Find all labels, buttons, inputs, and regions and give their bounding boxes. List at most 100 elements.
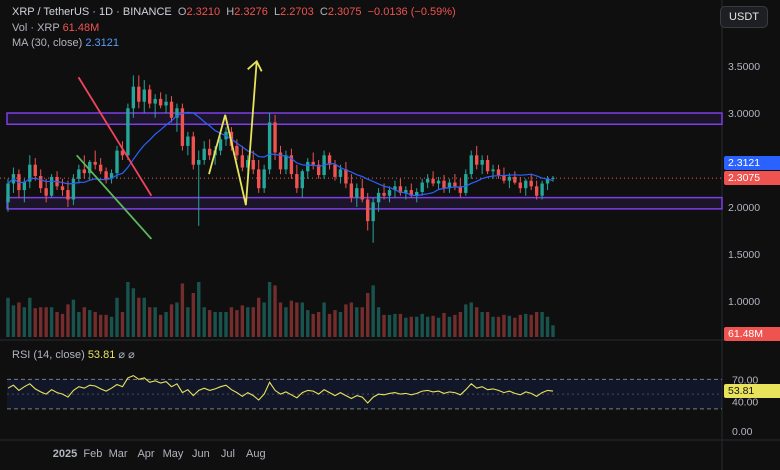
candle-body: [153, 98, 157, 104]
candle-body: [218, 139, 223, 151]
volume-bar: [387, 314, 392, 337]
volume-bar: [524, 313, 528, 337]
volume-bar: [464, 304, 468, 337]
volume-bar: [39, 307, 43, 337]
rsi-legend[interactable]: RSI (14, close) 53.81 ⌀ ⌀: [12, 349, 135, 361]
time-tick-label: Aug: [246, 448, 266, 460]
time-tick-label: May: [163, 448, 184, 460]
volume-bar: [371, 285, 375, 337]
high-value: 2.3276: [234, 6, 268, 18]
candle-body: [289, 155, 294, 175]
price-tick-label: 3.0000: [728, 108, 760, 120]
volume-bar: [507, 315, 512, 337]
price-tick-label: 1.0000: [728, 296, 760, 308]
volume-bar: [6, 297, 10, 337]
candle-body: [507, 176, 512, 181]
volume-bar: [28, 297, 32, 337]
rsi-tick-label: 0.00: [732, 426, 753, 438]
candle-body: [316, 164, 321, 176]
volume-bar: [425, 316, 430, 337]
candle-body: [131, 86, 136, 109]
volume-bar: [180, 283, 185, 337]
candle-body: [66, 190, 70, 200]
volume-bar: [475, 307, 479, 337]
volume-bar: [491, 316, 495, 337]
candle-body: [311, 161, 315, 165]
candle-body: [175, 108, 179, 118]
volume-legend[interactable]: Vol · XRP 61.48M: [12, 22, 100, 34]
close-price-tag: 2.3075: [724, 171, 780, 185]
candle-body: [49, 176, 54, 196]
candle-body: [235, 145, 239, 156]
candle-body: [98, 164, 103, 172]
time-tick-label: Apr: [137, 448, 154, 460]
volume-bar: [257, 297, 261, 337]
candle-body: [344, 169, 348, 184]
symbol-label[interactable]: XRP / TetherUS · 1D · BINANCE: [12, 6, 172, 18]
volume-bar: [229, 307, 234, 337]
candle-body: [529, 180, 533, 187]
candle-body: [158, 98, 163, 106]
volume-bar: [453, 314, 457, 337]
volume-bar: [126, 282, 130, 337]
volume-bar: [93, 312, 97, 337]
volume-bar: [311, 313, 315, 337]
candle-body: [120, 150, 125, 156]
volume-bar: [420, 313, 424, 337]
candle-body: [164, 101, 168, 106]
volume-bar: [284, 307, 288, 337]
volume-bar: [131, 288, 136, 337]
candle-body: [425, 178, 430, 183]
volume-bar: [109, 316, 114, 337]
candle-body: [485, 160, 490, 172]
volume-bar: [98, 314, 103, 337]
volume-bar: [213, 312, 217, 337]
candle-body: [447, 182, 452, 189]
volume-bar: [480, 312, 484, 337]
candle-body: [142, 89, 146, 102]
ma-legend[interactable]: MA (30, close) 2.3121: [12, 37, 120, 49]
candle-body: [284, 155, 288, 170]
volume-bar: [496, 316, 501, 337]
rsi-settings-icon[interactable]: ⌀ ⌀: [118, 349, 135, 361]
candle-body: [300, 171, 304, 189]
candle-body: [28, 164, 32, 182]
candle-body: [338, 169, 343, 177]
low-value: 2.2703: [280, 6, 314, 18]
candle-body: [480, 160, 484, 165]
volume-bar: [322, 302, 326, 337]
candle-body: [180, 108, 185, 146]
volume-bar: [360, 307, 364, 337]
change-value: −0.0136 (−0.59%): [367, 6, 456, 18]
volume-bar: [66, 304, 70, 337]
candle-body: [551, 177, 555, 179]
candle-body: [534, 186, 539, 196]
volume-bar: [49, 307, 54, 337]
candle-body: [186, 136, 190, 146]
volume-bar: [344, 304, 348, 337]
candle-body: [458, 186, 463, 193]
volume-bar: [164, 312, 168, 337]
volume-bar: [44, 307, 48, 337]
volume-bar: [104, 314, 108, 337]
volume-bar: [409, 316, 413, 337]
volume-bar: [333, 310, 337, 337]
projection-path: [208, 61, 258, 206]
candle-body: [262, 169, 266, 189]
candle-body: [524, 180, 528, 189]
candle-body: [436, 180, 441, 184]
volume-bar: [382, 314, 386, 337]
volume-bar: [158, 314, 163, 337]
volume-bar: [355, 307, 359, 337]
volume-bar: [77, 312, 81, 337]
volume-bar: [218, 312, 223, 337]
currency-button[interactable]: USDT: [720, 6, 768, 28]
volume-bar: [415, 316, 419, 337]
volume-bar: [431, 315, 435, 337]
volume-bar: [436, 317, 441, 337]
price-tick-label: 1.5000: [728, 249, 760, 261]
volume-bar: [235, 310, 239, 337]
volume-bar: [186, 307, 190, 337]
candle-body: [273, 122, 277, 153]
